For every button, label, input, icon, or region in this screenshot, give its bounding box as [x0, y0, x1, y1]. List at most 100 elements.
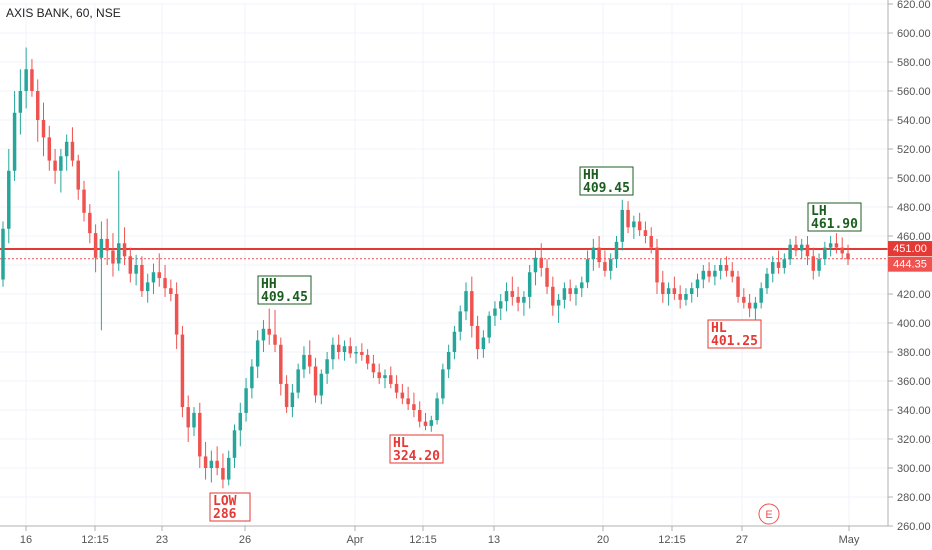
candle-body [527, 272, 532, 297]
candle-body [823, 247, 827, 260]
candle [35, 79, 40, 142]
candle-body [533, 257, 538, 273]
candle [226, 450, 231, 486]
candle-body [215, 460, 219, 468]
candle-body [296, 369, 300, 393]
candle [441, 363, 445, 405]
candle-body [412, 404, 416, 410]
candle [614, 236, 619, 268]
candle [568, 279, 572, 302]
candle [522, 291, 526, 316]
candle [319, 369, 324, 405]
candle-body [331, 344, 335, 360]
candle [192, 407, 196, 437]
y-tick-label: 320.00 [897, 434, 931, 446]
candle [76, 154, 80, 200]
candle [782, 253, 787, 274]
candle [794, 236, 798, 257]
candle [417, 401, 422, 428]
earnings-label: E [765, 509, 772, 521]
candle [82, 180, 86, 222]
candle [695, 273, 700, 297]
y-tick-label: 600.00 [897, 28, 931, 40]
candle-body [163, 278, 167, 289]
candle [284, 375, 289, 413]
candle [209, 450, 214, 483]
candle [186, 395, 190, 442]
annotation-text: HH [583, 168, 599, 183]
candle [406, 386, 410, 410]
candle-body [145, 282, 150, 292]
annotations: HH409.45HL324.20HH409.45HL401.25LH461.90… [209, 166, 862, 525]
candle-body [568, 288, 572, 294]
candle-body [591, 247, 596, 260]
candle-body [47, 137, 52, 161]
price-tag [888, 241, 932, 257]
candle [672, 276, 677, 300]
candle [823, 241, 827, 265]
candle [788, 238, 792, 265]
candle [655, 238, 659, 294]
candle-body [458, 311, 462, 332]
candle [203, 441, 208, 480]
annotation-box [257, 275, 312, 305]
candle-body [562, 288, 567, 300]
x-axis[interactable]: 16 12:15 23 26 Apr 12:15 13 20 12:15 27 May [20, 526, 860, 546]
candle [446, 344, 451, 379]
candle [267, 308, 271, 345]
candle [452, 325, 457, 360]
candle [99, 221, 104, 331]
candle [18, 69, 23, 135]
candle [678, 285, 682, 309]
candle [603, 250, 607, 277]
candle [354, 346, 358, 364]
candle-body [336, 344, 341, 352]
candle-body [614, 241, 619, 260]
candle [846, 244, 850, 265]
candle [539, 243, 543, 277]
candle [134, 254, 138, 286]
price-tag [888, 256, 932, 272]
candle-body [672, 288, 677, 294]
price-tag-label: 444.35 [893, 259, 927, 271]
candle [377, 363, 381, 384]
candle [47, 125, 52, 171]
candle-body [82, 189, 86, 213]
candle-body [151, 272, 156, 283]
annotation-box [209, 492, 251, 522]
candle-body [128, 256, 133, 274]
annotation-box [389, 434, 444, 464]
y-tick-label: 340.00 [897, 405, 931, 417]
candle-body [452, 331, 457, 352]
candle-body [250, 366, 254, 389]
candle [643, 221, 648, 244]
candle [371, 354, 376, 379]
candle-body [713, 270, 717, 277]
candle [533, 250, 538, 286]
candle-body [574, 288, 578, 294]
candle [313, 357, 318, 403]
candle-body [192, 412, 196, 428]
candle [817, 253, 821, 277]
candle [684, 288, 688, 306]
candle-body [446, 352, 451, 370]
candle-body [817, 259, 821, 271]
candle [12, 91, 17, 181]
candle-body [753, 302, 758, 309]
candle [765, 267, 769, 294]
candle-body [325, 359, 329, 374]
candle [41, 102, 46, 157]
candle [828, 236, 833, 257]
candle [151, 263, 156, 294]
candle [30, 59, 34, 97]
y-tick-label: 420.00 [897, 289, 931, 301]
candle [255, 330, 260, 379]
y-tick-label: 380.00 [897, 347, 931, 359]
candle-body [290, 392, 295, 408]
candle [556, 294, 561, 323]
candle-body [487, 315, 491, 338]
candle-body [180, 334, 185, 408]
candle [296, 363, 300, 399]
